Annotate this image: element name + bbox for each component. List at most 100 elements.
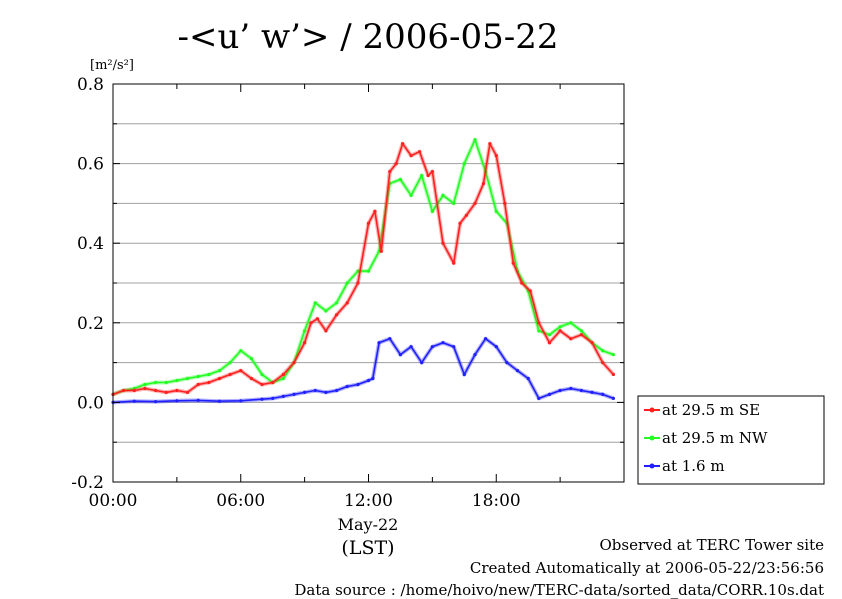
footer-source: Data source : /home/hoivo/new/TERC-data/… (294, 581, 824, 599)
data-point (228, 361, 232, 365)
data-point (356, 382, 360, 387)
data-point (303, 329, 307, 333)
y-tick-label: 0.8 (77, 75, 104, 95)
data-point (356, 281, 360, 285)
data-point (122, 388, 126, 393)
data-point (505, 361, 509, 365)
data-point (418, 150, 422, 154)
data-point (537, 321, 541, 325)
data-point (488, 142, 492, 146)
data-point (335, 313, 339, 317)
y-tick-label: 0.4 (77, 234, 104, 254)
legend-box (637, 395, 825, 485)
data-point (217, 399, 222, 403)
data-point (601, 392, 605, 396)
data-point (281, 372, 285, 377)
data-point (409, 193, 413, 197)
data-point (228, 372, 232, 377)
data-point (175, 378, 179, 383)
series-band (112, 141, 615, 397)
data-point (132, 399, 136, 403)
x-axis-timezone-label: (LST) (341, 537, 394, 559)
series-layer (111, 137, 616, 405)
data-point (249, 376, 253, 381)
data-point (473, 201, 477, 205)
data-point (494, 345, 498, 349)
data-point (303, 390, 307, 394)
data-point (196, 374, 200, 379)
legend-marker (649, 435, 655, 441)
data-point (494, 154, 498, 158)
data-point (377, 341, 381, 345)
y-tick-label: -0.2 (71, 473, 104, 493)
data-point (292, 392, 296, 396)
data-point (590, 390, 594, 394)
data-point (601, 361, 605, 365)
data-point (558, 329, 562, 333)
data-point (260, 382, 264, 387)
data-point (558, 325, 562, 329)
data-point (511, 261, 515, 265)
data-point (547, 333, 552, 337)
data-point (379, 249, 383, 253)
x-axis: 00:00 06:00 12:00 18:00 (89, 84, 625, 511)
data-point (430, 170, 434, 174)
data-point (175, 399, 179, 403)
data-point (458, 221, 462, 225)
y-tick-label: 0.2 (77, 314, 104, 334)
data-point (452, 261, 456, 265)
data-point (356, 269, 360, 273)
data-point (537, 396, 541, 400)
y-tick-label: 0.6 (77, 155, 104, 175)
data-point (569, 337, 573, 341)
data-point (249, 357, 253, 361)
data-point (164, 390, 168, 394)
data-point (464, 213, 468, 217)
data-point (441, 341, 445, 345)
data-point (398, 177, 402, 182)
data-point (528, 289, 532, 293)
data-point (611, 396, 616, 400)
data-point (473, 138, 477, 142)
data-point (335, 388, 339, 393)
data-point (324, 329, 328, 333)
data-point (388, 337, 392, 341)
footer-created: Created Automatically at 2006-05-22/23:5… (469, 559, 824, 577)
data-point (547, 392, 552, 396)
series-line (112, 142, 614, 396)
data-point (579, 388, 584, 393)
legend-label: at 29.5 m SE (662, 401, 760, 419)
series-band (112, 137, 615, 397)
x-tick-label: 12:00 (344, 491, 393, 511)
legend: at 29.5 m SE at 29.5 m NW at 1.6 m (637, 395, 825, 485)
data-point (324, 309, 328, 313)
legend-label: at 1.6 m (662, 457, 725, 475)
data-point (601, 349, 605, 353)
data-point (196, 382, 200, 387)
data-point (611, 372, 616, 377)
x-axis-date-label: May-22 (338, 515, 399, 534)
data-point (494, 209, 498, 213)
data-point (377, 249, 381, 253)
data-point (579, 329, 584, 333)
data-point (473, 353, 477, 357)
data-point (462, 372, 466, 377)
data-point (196, 398, 200, 402)
data-point (520, 281, 524, 285)
data-point (207, 372, 211, 377)
data-point (481, 181, 486, 186)
data-point (401, 142, 405, 146)
data-point (462, 162, 466, 166)
data-point (366, 221, 371, 225)
data-point (569, 321, 573, 325)
legend-marker (649, 407, 655, 413)
data-point (335, 301, 339, 305)
data-point (441, 193, 445, 197)
data-point (260, 372, 264, 377)
data-point (260, 397, 264, 401)
data-point (452, 345, 456, 349)
footer-site: Observed at TERC Tower site (599, 536, 824, 554)
x-tick-label: 00:00 (89, 491, 138, 511)
data-point (371, 376, 375, 381)
